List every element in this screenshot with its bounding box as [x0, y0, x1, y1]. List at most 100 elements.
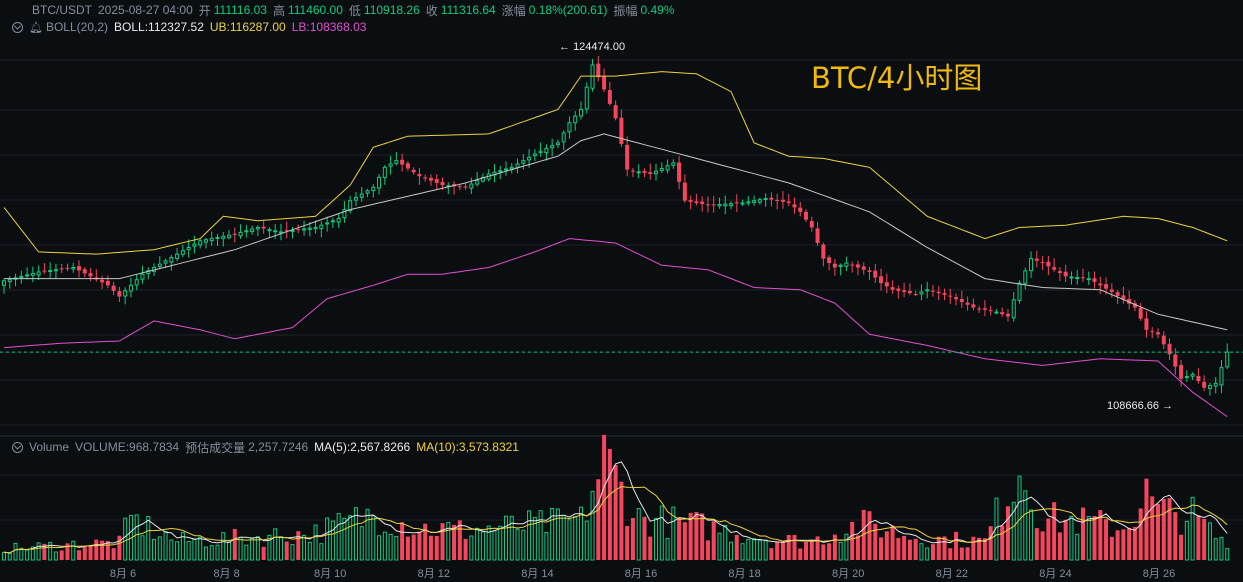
volume-bar	[463, 538, 468, 560]
volume-bar	[250, 537, 255, 561]
candle-body	[1069, 276, 1074, 279]
volume-bar	[232, 528, 237, 560]
volume-bar	[907, 539, 912, 560]
volume-bar	[82, 547, 87, 560]
boll-upper-line	[3, 71, 1228, 255]
volume-bar	[769, 548, 774, 560]
candle-body	[503, 168, 508, 171]
volume-bar	[1144, 478, 1149, 560]
x-tick-label: 8月 16	[625, 568, 657, 580]
volume-bar	[821, 544, 826, 560]
volume-bar	[746, 538, 751, 561]
candle-body	[925, 289, 930, 292]
candle-body	[175, 253, 180, 259]
boll-middle-line	[4, 133, 1228, 331]
volume-bar	[1115, 530, 1120, 560]
collapse-volume-icon[interactable]	[12, 441, 23, 453]
volume-bar	[1156, 503, 1160, 560]
candle-body	[278, 231, 283, 234]
candle-body	[879, 276, 884, 284]
candle-body	[1057, 271, 1062, 274]
volume-bar	[1005, 506, 1010, 560]
volume-bar	[665, 538, 670, 561]
volume-bar	[469, 535, 474, 561]
low-label: 低	[348, 3, 361, 18]
candle-body	[930, 290, 935, 292]
volume-bar	[175, 541, 180, 561]
candle-body	[498, 170, 503, 173]
volume-label[interactable]: Volume	[29, 440, 70, 454]
volume-bar	[1225, 548, 1230, 561]
candle-body	[1023, 270, 1028, 284]
grid	[0, 59, 1243, 521]
volume-bar	[861, 509, 866, 560]
candle-body	[936, 291, 941, 294]
candle-body	[1092, 278, 1097, 282]
volume-bar	[879, 537, 884, 560]
candle-body	[417, 173, 422, 177]
volume-bar	[405, 536, 410, 560]
volume-bar	[838, 541, 843, 561]
volume-bar	[1086, 516, 1091, 561]
volume-bar	[550, 508, 555, 561]
volume-bar	[827, 543, 832, 560]
volume-bar	[1069, 515, 1074, 561]
candle-body	[613, 105, 618, 119]
volume-bar	[186, 541, 191, 561]
volume-bar	[302, 534, 307, 561]
candle-body	[509, 166, 514, 170]
boll-label[interactable]: BOLL(20,2)	[45, 20, 109, 34]
candle-body	[809, 221, 814, 228]
candle-body	[515, 163, 520, 168]
volume-bar	[734, 534, 739, 560]
candle-body	[855, 264, 860, 268]
candle-body	[711, 204, 716, 206]
candle-body	[296, 229, 301, 231]
volume-bar	[659, 505, 664, 561]
volume-bar	[475, 527, 480, 561]
x-tick-label: 8月 14	[521, 568, 553, 580]
volume-bar	[809, 539, 814, 560]
candle-body	[913, 293, 918, 295]
candle-body	[59, 268, 64, 270]
candle-body	[780, 199, 785, 202]
volume-bar	[705, 540, 710, 560]
volume-bar	[1023, 490, 1028, 561]
volume-bar	[400, 522, 405, 560]
candle-body	[1040, 262, 1045, 264]
volume-bar	[267, 534, 272, 561]
bell-icon[interactable]: 🔔︎	[29, 21, 43, 34]
candle-body	[71, 267, 76, 270]
volume-bar	[1052, 502, 1057, 560]
volume-bar	[1138, 508, 1143, 560]
symbol[interactable]: BTC/USDT	[32, 3, 92, 17]
candle-body	[463, 186, 468, 188]
candle-body	[157, 263, 162, 268]
candle-body	[907, 291, 912, 294]
volume-bar	[844, 533, 849, 561]
candle-body	[1075, 277, 1080, 280]
candle-body	[607, 90, 612, 104]
candle-body	[954, 297, 959, 300]
candle-body	[359, 193, 364, 198]
high-annotation: ← 124474.00	[559, 41, 625, 53]
candle-body	[757, 199, 762, 203]
volume-value: VOLUME:968.7834	[75, 440, 180, 454]
candle-body	[729, 203, 734, 207]
volume-bar	[896, 538, 901, 560]
volume-bar	[729, 541, 734, 561]
candle-body	[700, 201, 705, 205]
candle-body	[2, 280, 6, 286]
collapse-boll-icon[interactable]	[12, 21, 23, 33]
candle-body	[573, 115, 578, 124]
candle-body	[117, 291, 122, 297]
candle-body	[1179, 365, 1184, 379]
volume-bar	[2, 551, 6, 561]
candle-body	[313, 226, 318, 230]
volume-bar	[388, 533, 393, 561]
high-value: 111460.00	[287, 3, 343, 17]
candle-body	[423, 177, 428, 179]
candle-body	[1150, 331, 1155, 333]
candle-body	[584, 86, 589, 110]
